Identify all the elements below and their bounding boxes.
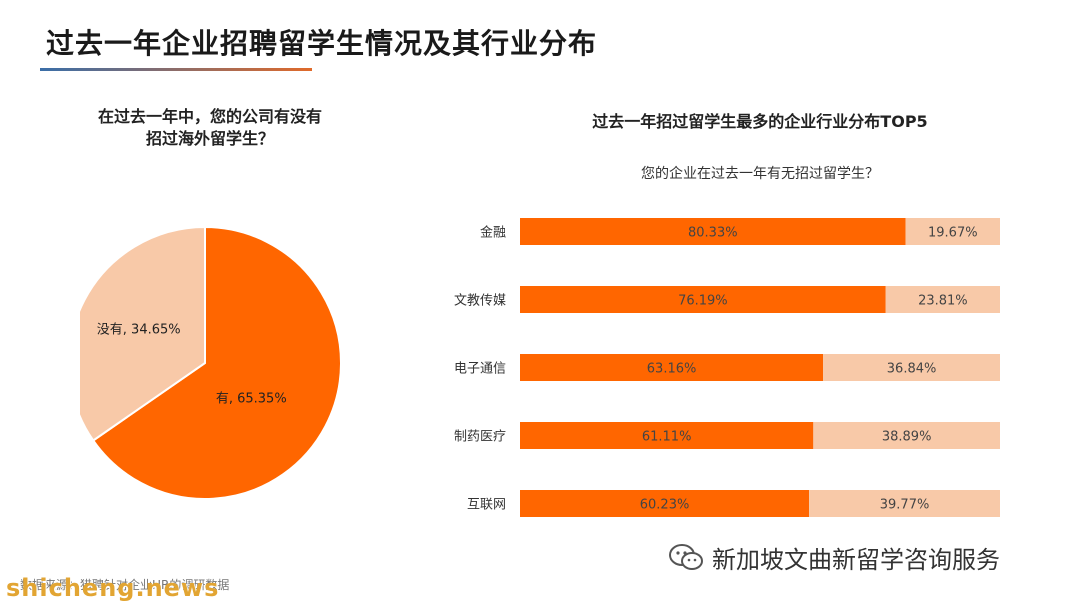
bar-category-label: 金融: [480, 225, 506, 241]
bar-segment-no: [813, 422, 1000, 449]
title-underline: [40, 68, 312, 71]
pie-chart-title: 在过去一年中，您的公司有没有 招过海外留学生？: [60, 106, 360, 150]
bar-value-label: 60.23%: [640, 498, 690, 513]
pie-slice-label: 有, 65.35%: [216, 392, 287, 407]
pie-slice-no: [80, 225, 206, 442]
bar-segment-yes: [520, 422, 814, 449]
bar-segment-yes: [520, 354, 824, 381]
bar-category-label: 电子通信: [454, 362, 506, 377]
pie-chart-title-line1: 在过去一年中，您的公司有没有: [97, 107, 322, 126]
pie-slice-yes: [91, 225, 342, 500]
bar-segment-yes: [520, 218, 906, 245]
bar-category-label: 制药医疗: [454, 430, 506, 445]
bar-value-label: 36.84%: [887, 362, 937, 377]
bar-segment-no: [823, 354, 1000, 381]
bar-chart-subtitle: 您的企业在过去一年有无招过留学生？: [641, 166, 879, 182]
bar-category-label: 文教传媒: [454, 293, 506, 309]
pie-chart-title-line2: 招过海外留学生？: [145, 129, 274, 148]
source-note: 数据来源：猎聘针对企业HR的调研数据: [20, 578, 230, 592]
bar-segment-no: [809, 490, 1000, 517]
bar-segment-no: [905, 218, 1000, 245]
bar-value-label: 19.67%: [928, 226, 978, 241]
bar-segment-no: [885, 286, 1000, 313]
bar-value-label: 61.11%: [642, 430, 692, 445]
bar-chart: 金融 80.33% 19.67% 文教传媒 76.19% 23.81% 电子通信 63.16%…: [454, 218, 1000, 517]
bar-value-label: 23.81%: [918, 294, 968, 309]
bar-segment-yes: [520, 490, 810, 517]
bar-value-label: 76.19%: [678, 294, 728, 309]
bar-value-label: 38.89%: [882, 430, 932, 445]
page-title: 过去一年企业招聘留学生情况及其行业分布: [46, 27, 598, 60]
bar-value-label: 63.16%: [647, 362, 697, 377]
bar-category-label: 互联网: [467, 498, 506, 513]
watermark-left: shicheng.news: [6, 574, 220, 602]
pie-chart: 有, 65.35% 没有, 34.65%: [80, 225, 342, 500]
watermark-right-text: 新加坡文曲新留学咨询服务: [712, 546, 1000, 574]
bar-value-label: 39.77%: [880, 498, 930, 513]
bar-value-label: 80.33%: [688, 226, 738, 241]
pie-slice-label: 没有, 34.65%: [97, 322, 181, 337]
wechat-icon: [669, 543, 703, 570]
bar-chart-title: 过去一年招过留学生最多的企业行业分布TOP5: [592, 112, 928, 131]
watermark-right: 新加坡文曲新留学咨询服务: [668, 540, 1000, 575]
bar-segment-yes: [520, 286, 886, 313]
